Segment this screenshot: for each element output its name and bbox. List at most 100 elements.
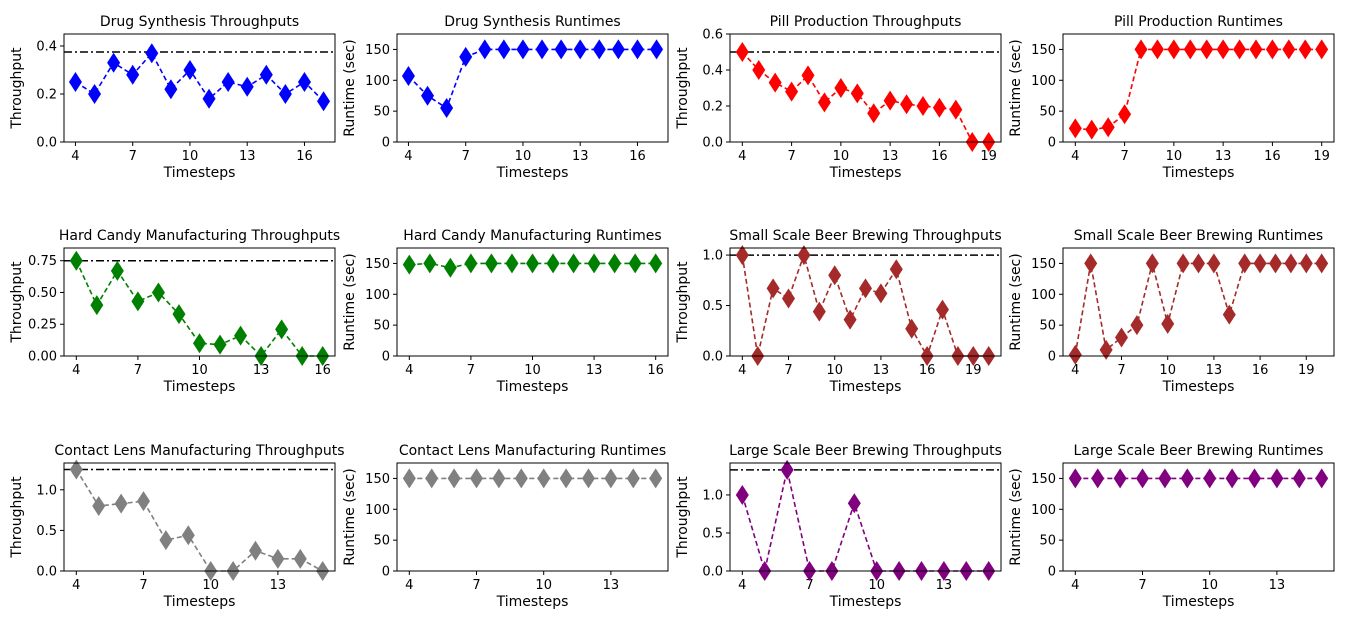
- y-tick-label: 0.2: [36, 88, 57, 103]
- data-point: [183, 60, 197, 80]
- data-point: [470, 468, 484, 489]
- subplot-4: Pill Production Runtimes 4 7 10 13 16 19 0 50 100…: [1008, 14, 1335, 181]
- x-tick-label: 7: [139, 578, 147, 593]
- data-point: [1216, 39, 1230, 60]
- data-point: [1068, 344, 1082, 365]
- data-point: [69, 459, 83, 480]
- subplot-8: Small Scale Beer Brewing Runtimes 4 7 10 13 1…: [1008, 228, 1335, 395]
- y-tick-label: 0.0: [36, 565, 57, 580]
- y-tick-label: 1.0: [702, 488, 723, 503]
- data-point: [535, 39, 549, 60]
- data-point: [193, 333, 206, 354]
- x-tick-label: 10: [868, 578, 885, 593]
- y-axis-label: Throughput: [675, 476, 691, 559]
- y-axis-label: Runtime (sec): [342, 468, 358, 565]
- y-tick-label: 150: [1031, 472, 1056, 487]
- data-point: [1222, 304, 1236, 325]
- y-axis-label: Throughput: [9, 261, 25, 344]
- x-tick-label: 13: [936, 578, 953, 593]
- axes-frame: [63, 462, 336, 572]
- x-axis-label: Timesteps: [496, 379, 569, 395]
- data-point: [1176, 253, 1190, 274]
- subplot-title: Small Scale Beer Brewing Runtimes: [1074, 228, 1323, 244]
- data-point: [1118, 104, 1132, 125]
- data-point: [126, 64, 140, 85]
- data-point: [478, 39, 492, 60]
- subplot-title: Hard Candy Manufacturing Throughputs: [59, 228, 340, 244]
- y-tick-label: 100: [1031, 288, 1056, 303]
- x-tick-label: 13: [1206, 363, 1223, 378]
- x-tick-label: 16: [931, 149, 948, 164]
- x-tick-label: 7: [784, 363, 792, 378]
- x-tick-label: 16: [919, 363, 936, 378]
- subplot-title: Hard Candy Manufacturing Runtimes: [403, 228, 661, 244]
- data-point: [1084, 253, 1098, 274]
- y-tick-label: 50: [373, 319, 390, 334]
- x-tick-label: 7: [467, 363, 475, 378]
- y-axis-label: Runtime (sec): [342, 253, 358, 350]
- data-point: [850, 83, 864, 104]
- data-point: [1299, 253, 1313, 274]
- data-point: [402, 468, 416, 489]
- subplot-title: Small Scale Beer Brewing Throughputs: [729, 228, 1001, 244]
- data-point: [443, 257, 457, 278]
- data-point: [867, 103, 881, 124]
- data-point: [1115, 327, 1129, 348]
- data-point: [1225, 468, 1239, 489]
- subplot-title: Pill Production Throughputs: [770, 14, 962, 30]
- data-point: [1091, 468, 1105, 489]
- data-point: [1150, 39, 1164, 60]
- y-tick-label: 100: [365, 288, 390, 303]
- x-axis-label: Timesteps: [1162, 379, 1235, 395]
- x-tick-label: 10: [202, 578, 219, 593]
- y-tick-label: 0.5: [36, 524, 57, 539]
- y-tick-label: 0.5: [702, 299, 723, 314]
- data-point: [932, 97, 946, 118]
- data-point: [234, 325, 248, 346]
- data-point: [581, 468, 595, 489]
- data-point: [484, 253, 498, 274]
- data-point: [797, 245, 811, 266]
- data-point: [159, 530, 173, 551]
- data-point: [843, 309, 857, 330]
- x-tick-label: 10: [191, 363, 208, 378]
- x-tick-label: 13: [873, 363, 890, 378]
- data-point: [1249, 39, 1263, 60]
- data-point: [537, 468, 551, 489]
- x-tick-label: 10: [833, 149, 850, 164]
- x-tick-label: 4: [72, 578, 80, 593]
- x-tick-label: 4: [1071, 149, 1079, 164]
- axes-frame: [396, 462, 669, 572]
- data-point: [110, 260, 124, 281]
- y-tick-label: 0.4: [702, 64, 723, 79]
- data-point: [107, 52, 121, 73]
- data-point: [221, 72, 235, 92]
- data-point: [1068, 468, 1082, 489]
- x-tick-label: 16: [296, 149, 313, 164]
- y-axis-label: Throughput: [675, 261, 691, 344]
- data-point: [278, 84, 292, 104]
- data-point: [859, 278, 872, 299]
- data-point: [592, 39, 606, 60]
- data-point: [497, 39, 511, 60]
- x-tick-label: 19: [1298, 363, 1315, 378]
- y-axis-label: Runtime (sec): [1008, 468, 1024, 565]
- x-tick-label: 7: [805, 578, 813, 593]
- data-point: [935, 299, 949, 320]
- axes-frame: [1062, 33, 1335, 143]
- data-point: [735, 42, 749, 62]
- data-point: [114, 493, 128, 514]
- y-tick-label: 1.0: [702, 249, 723, 264]
- data-point: [874, 283, 888, 304]
- data-point: [202, 88, 216, 109]
- x-tick-label: 16: [629, 149, 646, 164]
- y-tick-label: 0.0: [702, 350, 723, 365]
- data-point: [1247, 468, 1261, 489]
- data-point: [1268, 253, 1282, 274]
- data-point: [1315, 253, 1329, 274]
- data-point: [317, 91, 331, 112]
- subplot-3: Pill Production Throughputs 4 7 10 13 16 19 0.0…: [675, 14, 1002, 181]
- x-tick-label: 4: [71, 149, 79, 164]
- data-point: [1183, 39, 1197, 60]
